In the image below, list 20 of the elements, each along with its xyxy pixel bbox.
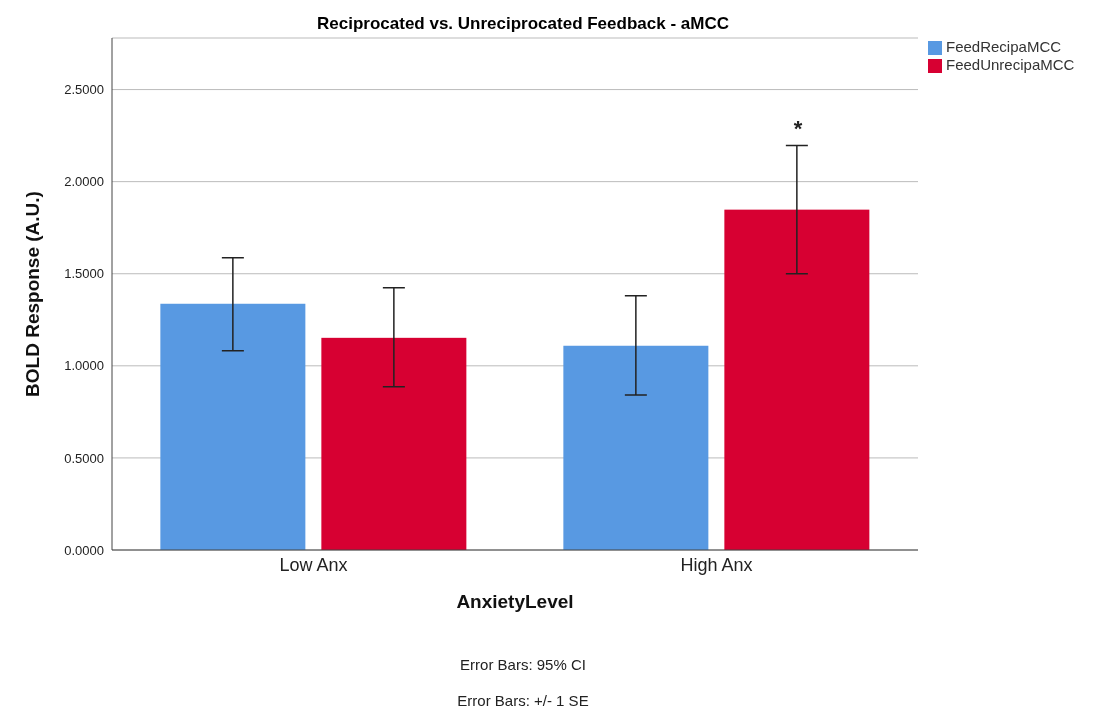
- y-axis-title: BOLD Response (A.U.): [21, 191, 43, 397]
- chart-title: Reciprocated vs. Unreciprocated Feedback - aMCC: [316, 14, 730, 34]
- y-tick-label: 2.5000: [64, 82, 104, 98]
- bar: [321, 337, 467, 550]
- y-tick-label: 1.5000: [64, 266, 104, 282]
- bar: [724, 209, 870, 550]
- x-tick-label: High Anx: [680, 554, 753, 575]
- text: Error Bars: 95% CI: [459, 656, 587, 673]
- y-tick-label: 2.0000: [64, 174, 104, 190]
- x-axis-title: AnxietyLevel: [456, 591, 574, 612]
- y-tick-label: 0.0000: [64, 542, 104, 558]
- legend-label: FeedUnrecipaMCC: [946, 56, 1075, 73]
- annotation: *: [792, 116, 804, 142]
- y-tick-label: 0.5000: [64, 450, 104, 466]
- bar: [160, 303, 306, 550]
- y-tick-label: 1.0000: [64, 358, 104, 374]
- bar: [563, 345, 709, 550]
- legend-label: FeedRecipaMCC: [946, 38, 1062, 55]
- x-tick-label: Low Anx: [279, 554, 348, 575]
- text: Error Bars: +/- 1 SE: [456, 692, 590, 709]
